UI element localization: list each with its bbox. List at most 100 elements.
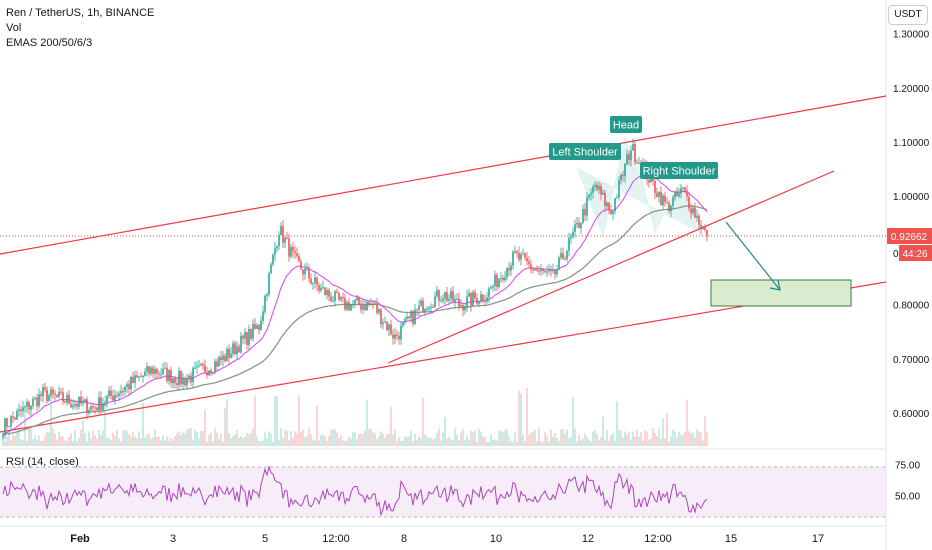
candle-body bbox=[404, 318, 406, 323]
volume-bar bbox=[98, 429, 100, 446]
ema-indicator-label[interactable]: EMAS 200/50/6/3 bbox=[6, 37, 93, 49]
volume-bar bbox=[616, 401, 618, 446]
volume-bar bbox=[234, 434, 236, 446]
volume-bar bbox=[276, 396, 278, 446]
volume-bar bbox=[236, 430, 238, 446]
candle-body bbox=[250, 328, 252, 339]
volume-bar bbox=[304, 437, 306, 446]
volume-bar bbox=[104, 395, 106, 446]
volume-bar bbox=[554, 433, 556, 446]
candle-body bbox=[82, 401, 84, 404]
rsi-tick-label: 75.00 bbox=[895, 460, 920, 471]
candle-body bbox=[590, 192, 592, 195]
candle-body bbox=[108, 390, 110, 397]
volume-bar bbox=[260, 441, 262, 446]
candle-body bbox=[632, 143, 634, 151]
candle-body bbox=[518, 252, 520, 260]
candle-body bbox=[624, 163, 626, 177]
volume-bar bbox=[476, 441, 478, 446]
volume-bar bbox=[368, 428, 370, 446]
candle-body bbox=[312, 283, 314, 285]
volume-bar bbox=[108, 437, 110, 446]
rsi-indicator-label[interactable]: RSI (14, close) bbox=[6, 456, 79, 468]
volume-bar bbox=[512, 441, 514, 446]
candle-body bbox=[232, 343, 234, 354]
candle-body bbox=[362, 305, 364, 310]
candle-body bbox=[466, 296, 468, 307]
candle-body bbox=[162, 368, 164, 375]
candle-body bbox=[6, 418, 8, 427]
volume-bar bbox=[268, 431, 270, 446]
candle-body bbox=[126, 384, 128, 387]
upper-channel-trendline bbox=[0, 95, 887, 255]
candle-body bbox=[494, 274, 496, 286]
candle-body bbox=[398, 335, 400, 340]
candle-body bbox=[488, 288, 490, 298]
candle-body bbox=[524, 253, 526, 258]
volume-bar bbox=[466, 435, 468, 446]
candle-body bbox=[626, 154, 628, 164]
volume-bar bbox=[266, 438, 268, 446]
candle-body bbox=[10, 416, 12, 427]
candle-body bbox=[226, 348, 228, 362]
volume-bar bbox=[310, 434, 312, 446]
volume-bar bbox=[540, 441, 542, 446]
candle-body bbox=[540, 269, 542, 271]
volume-bar bbox=[442, 432, 444, 446]
volume-bar bbox=[274, 396, 276, 446]
volume-bar bbox=[490, 435, 492, 446]
chart-legend: Ren / TetherUS, 1h, BINANCE Vol EMAS 200… bbox=[6, 6, 154, 51]
candle-body bbox=[110, 390, 112, 396]
candle-body bbox=[266, 294, 268, 296]
candle-body bbox=[116, 395, 118, 397]
candle-body bbox=[104, 402, 106, 404]
volume-bar bbox=[142, 402, 144, 446]
candle-body bbox=[378, 309, 380, 313]
rsi-line bbox=[2, 465, 708, 516]
candle-body bbox=[322, 287, 324, 289]
volume-bar bbox=[72, 441, 74, 446]
candle-body bbox=[264, 295, 266, 312]
volume-bar bbox=[286, 430, 288, 446]
candle-body bbox=[676, 191, 678, 197]
volume-bar bbox=[294, 431, 296, 446]
candle-body bbox=[284, 237, 286, 243]
candle-body bbox=[64, 401, 66, 403]
candle-body bbox=[586, 197, 588, 216]
volume-indicator-label[interactable]: Vol bbox=[6, 22, 22, 34]
candle-body bbox=[666, 202, 668, 204]
volume-bar bbox=[578, 434, 580, 446]
volume-bar bbox=[632, 431, 634, 446]
volume-bar bbox=[12, 434, 14, 446]
price-tick-label: 0.80000 bbox=[893, 301, 930, 312]
candle-body bbox=[426, 309, 428, 311]
volume-bar bbox=[198, 438, 200, 446]
volume-bar bbox=[216, 432, 218, 446]
candle-body bbox=[48, 395, 50, 402]
volume-bar bbox=[502, 432, 504, 446]
volume-bar bbox=[392, 434, 394, 446]
volume-bar bbox=[674, 432, 676, 446]
candle-body bbox=[560, 253, 562, 258]
volume-bar bbox=[618, 430, 620, 446]
candle-body bbox=[462, 305, 464, 311]
volume-bar bbox=[176, 433, 178, 446]
volume-bar bbox=[210, 432, 212, 446]
candle-body bbox=[92, 406, 94, 408]
volume-bar bbox=[582, 438, 584, 446]
volume-bar bbox=[296, 433, 298, 446]
candle-body bbox=[702, 226, 704, 230]
volume-bar bbox=[326, 441, 328, 446]
candle-body bbox=[414, 309, 416, 324]
volume-bar bbox=[258, 441, 260, 446]
volume-bar bbox=[472, 432, 474, 446]
candle-body bbox=[278, 235, 280, 247]
candle-body bbox=[358, 297, 360, 305]
volume-bar bbox=[340, 435, 342, 446]
candle-body bbox=[618, 179, 620, 198]
volume-bar bbox=[256, 436, 258, 446]
volume-bar bbox=[74, 430, 76, 446]
candle-body bbox=[402, 322, 404, 326]
volume-bar bbox=[184, 433, 186, 446]
currency-badge[interactable]: USDT bbox=[888, 5, 928, 25]
